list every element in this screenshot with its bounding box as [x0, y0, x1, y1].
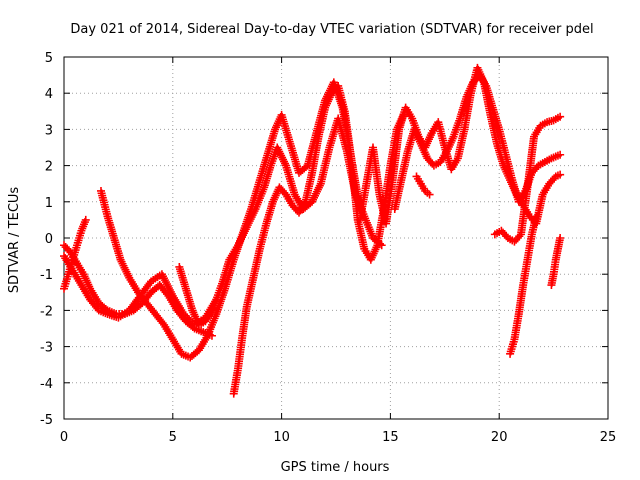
data-point [425, 190, 434, 199]
data-point [179, 310, 188, 319]
data-point-fill [183, 313, 192, 322]
series-track-i [490, 112, 565, 246]
x-axis-label: GPS time / hours [281, 460, 390, 475]
x-tick-label: 15 [382, 430, 399, 445]
axis-ticks: 0 5 10 15 20 25 -5 -4 -3 -2 -1 0 1 2 3 4 5 [40, 51, 616, 445]
data-point [556, 234, 565, 242]
x-tick-label: 25 [600, 430, 617, 445]
y-tick-label: -1 [40, 268, 53, 283]
data-point-fill [181, 311, 190, 320]
x-tick-label: 5 [169, 430, 177, 445]
data-point [81, 215, 90, 224]
data-point [556, 170, 565, 179]
y-tick-label: -5 [40, 413, 53, 428]
y-tick-label: -4 [40, 377, 53, 392]
series-track-l [547, 234, 565, 290]
y-tick-label: -3 [40, 341, 53, 356]
data-point-fill [515, 232, 524, 241]
y-tick-label: 4 [45, 87, 53, 102]
y-tick-label: 2 [45, 160, 53, 175]
x-tick-label: 0 [60, 430, 68, 445]
series-track-k [412, 172, 434, 199]
series-track-h [390, 71, 565, 214]
series-track-e [175, 262, 221, 329]
data-point [532, 212, 541, 221]
y-tick-label: 5 [45, 51, 53, 66]
y-tick-label: 1 [45, 196, 53, 211]
x-tick-label: 20 [491, 430, 508, 445]
y-tick-label: -2 [40, 304, 53, 319]
gridlines [64, 57, 608, 419]
series-track-j [506, 212, 541, 358]
y-tick-label: 3 [45, 123, 53, 138]
data-point [212, 295, 221, 304]
data-points [60, 63, 565, 398]
chart-title: Day 021 of 2014, Sidereal Day-to-day VTE… [70, 22, 593, 37]
x-tick-label: 10 [273, 430, 290, 445]
y-tick-label: 0 [45, 232, 53, 247]
data-point [556, 112, 565, 121]
data-point-fill [185, 315, 194, 324]
data-point [556, 150, 565, 159]
y-axis-label: SDTVAR / TECUs [7, 187, 22, 294]
